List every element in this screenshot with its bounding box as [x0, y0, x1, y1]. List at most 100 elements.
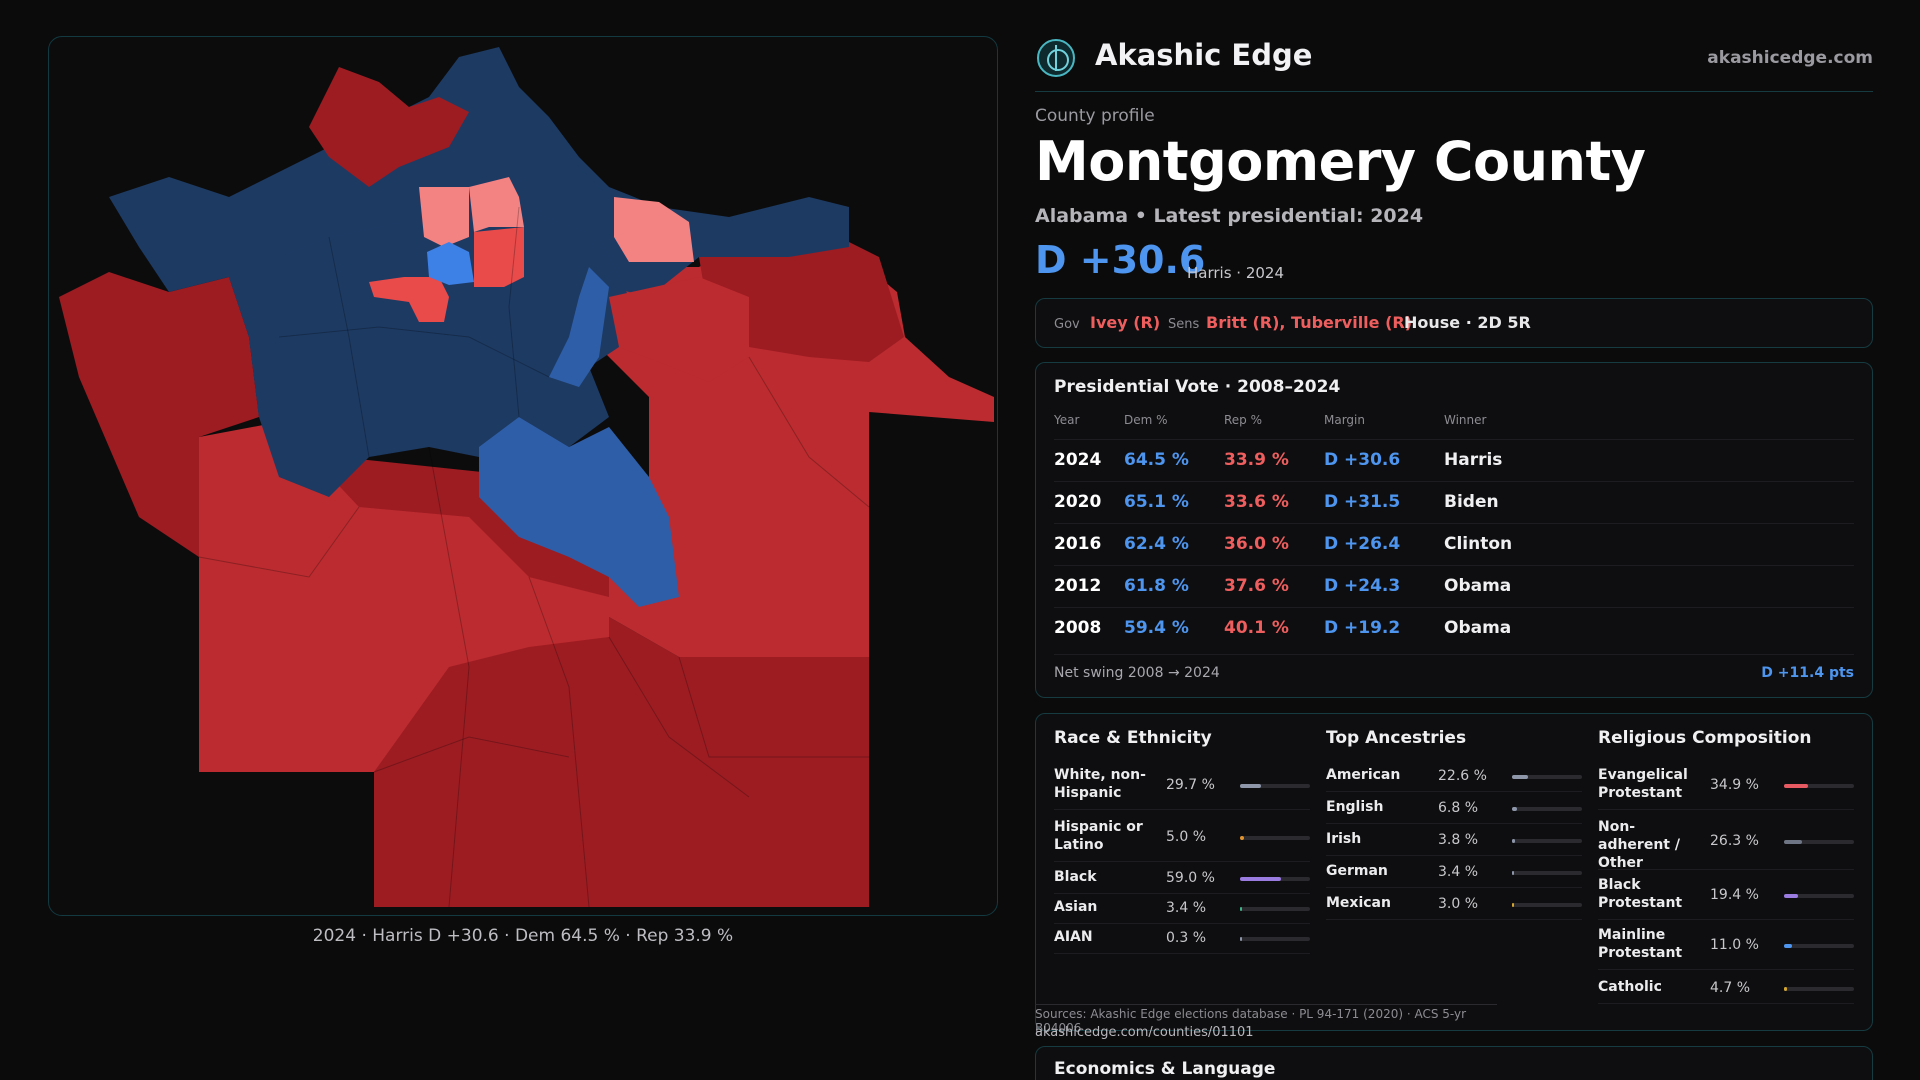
gov-label: Gov — [1054, 317, 1080, 332]
precinct-northeast[interactable] — [699, 242, 904, 362]
race-bar-track — [1240, 907, 1310, 911]
precinct-east-red[interactable] — [609, 277, 749, 382]
cell-margin: D +24.3 — [1324, 576, 1401, 596]
ancestry-bar-track — [1512, 807, 1582, 811]
race-column: Race & Ethnicity White, non-Hispanic 29.7… — [1054, 714, 1310, 1014]
ancestry-label: German — [1326, 863, 1388, 879]
ancestry-bar-track — [1512, 839, 1582, 843]
col-rep: Rep % — [1224, 413, 1263, 427]
race-label: Hispanic or Latino — [1054, 819, 1143, 853]
religion-label: Catholic — [1598, 979, 1662, 995]
cell-margin: D +31.5 — [1324, 492, 1401, 512]
precinct-urban-blue[interactable] — [427, 242, 474, 285]
race-bar-track — [1240, 877, 1310, 881]
county-subtitle: Alabama • Latest presidential: 2024 — [1035, 205, 1424, 227]
race-bar-track — [1240, 937, 1310, 941]
religion-title: Religious Composition — [1598, 728, 1812, 748]
profile-label: County profile — [1035, 106, 1155, 126]
ancestry-label: English — [1326, 799, 1384, 815]
table-row: 2016 62.4 % 36.0 % D +26.4 Clinton — [1054, 523, 1854, 565]
cell-winner: Obama — [1444, 576, 1512, 596]
precinct-urban-pale-3[interactable] — [614, 197, 694, 262]
precinct-urban-pale-2[interactable] — [469, 177, 524, 232]
religion-bar-track — [1784, 894, 1854, 898]
ancestry-bar-fill — [1512, 871, 1514, 875]
ancestry-bar-fill — [1512, 775, 1528, 779]
akashic-logo-icon[interactable] — [1037, 39, 1075, 77]
race-value: 29.7 % — [1166, 777, 1215, 793]
net-swing-label: Net swing 2008 → 2024 — [1054, 665, 1220, 681]
religion-value: 26.3 % — [1710, 833, 1759, 849]
religion-label: Non-adherent / Other — [1598, 819, 1680, 871]
cell-dem: 65.1 % — [1124, 492, 1189, 512]
cell-dem: 64.5 % — [1124, 450, 1189, 470]
brand-name[interactable]: Akashic Edge — [1095, 38, 1313, 72]
cell-dem: 59.4 % — [1124, 618, 1189, 638]
economics-card: Economics & Language — [1035, 1046, 1873, 1080]
precinct-map[interactable] — [48, 36, 998, 916]
ancestry-row: American 22.6 % — [1326, 762, 1582, 792]
religion-bar-fill — [1784, 944, 1792, 948]
religion-column: Religious Composition Evangelical Protes… — [1598, 714, 1854, 1014]
precinct-west[interactable] — [59, 272, 259, 557]
cell-dem: 62.4 % — [1124, 534, 1189, 554]
precinct-urban-pale-1[interactable] — [419, 187, 469, 247]
precinct-southcentral-blue[interactable] — [479, 417, 679, 607]
headline-margin: D +30.6 — [1035, 238, 1206, 282]
cell-year: 2020 — [1054, 492, 1102, 512]
religion-row: Non-adherent / Other 26.3 % — [1598, 814, 1854, 871]
source-url-link[interactable]: akashicedge.com/counties/01101 — [1035, 1025, 1254, 1040]
religion-row: Black Protestant 19.4 % — [1598, 872, 1854, 920]
precinct-boundaries — [198, 206, 870, 908]
ancestry-column: Top Ancestries American 22.6 % English 6.8 … — [1326, 714, 1582, 1014]
cell-rep: 37.6 % — [1224, 576, 1289, 596]
sens-label: Sens — [1168, 317, 1200, 332]
precinct-southwest[interactable] — [199, 422, 609, 772]
religion-bar-fill — [1784, 840, 1802, 844]
precinct-central[interactable] — [229, 207, 629, 497]
religion-value: 19.4 % — [1710, 887, 1759, 903]
headline-margin-detail: Harris · 2024 — [1187, 264, 1285, 282]
precinct-urban-light-1[interactable] — [474, 227, 524, 287]
cell-winner: Clinton — [1444, 534, 1513, 554]
ancestry-bar-fill — [1512, 903, 1514, 907]
race-value: 0.3 % — [1166, 930, 1207, 946]
sources-note: Sources: Akashic Edge elections database… — [1035, 1004, 1497, 1035]
site-link[interactable]: akashicedge.com — [1707, 48, 1873, 68]
race-row: AIAN 0.3 % — [1054, 924, 1310, 954]
race-row: Black 59.0 % — [1054, 864, 1310, 894]
table-row: 2012 61.8 % 37.6 % D +24.3 Obama — [1054, 565, 1854, 607]
precinct-urban-light-2[interactable] — [369, 277, 449, 322]
race-row: White, non-Hispanic 29.7 % — [1054, 762, 1310, 810]
cell-year: 2024 — [1054, 450, 1102, 470]
ancestry-bar-track — [1512, 775, 1582, 779]
ancestry-label: Irish — [1326, 831, 1362, 847]
net-swing-value: D +11.4 pts — [1761, 665, 1854, 681]
ancestry-bar-fill — [1512, 807, 1517, 811]
race-label: Asian — [1054, 899, 1098, 915]
cell-year: 2008 — [1054, 618, 1102, 638]
map-caption: 2024 · Harris D +30.6 · Dem 64.5 % · Rep… — [312, 926, 734, 946]
religion-bar-track — [1784, 987, 1854, 991]
cell-margin: D +30.6 — [1324, 450, 1401, 470]
precinct-northwest[interactable] — [309, 67, 469, 187]
cell-year: 2016 — [1054, 534, 1102, 554]
precinct-east-blue[interactable] — [549, 267, 609, 387]
map-svg — [59, 47, 994, 908]
religion-bar-track — [1784, 840, 1854, 844]
race-bar-track — [1240, 784, 1310, 788]
religion-row: Mainline Protestant 11.0 % — [1598, 922, 1854, 970]
religion-bar-fill — [1784, 894, 1798, 898]
ancestry-value: 3.4 % — [1438, 864, 1479, 880]
cell-rep: 36.0 % — [1224, 534, 1289, 554]
ancestry-title: Top Ancestries — [1326, 728, 1467, 748]
race-title: Race & Ethnicity — [1054, 728, 1212, 748]
house-delegation: House · 2D 5R — [1404, 313, 1531, 332]
senators: Britt (R), Tuberville (R) — [1206, 313, 1413, 332]
cell-rep: 33.6 % — [1224, 492, 1289, 512]
religion-bar-track — [1784, 784, 1854, 788]
ancestry-bar-track — [1512, 903, 1582, 907]
ancestry-label: Mexican — [1326, 895, 1391, 911]
race-bar-fill — [1240, 937, 1242, 941]
brand-header: Akashic Edge akashicedge.com — [1035, 36, 1873, 92]
